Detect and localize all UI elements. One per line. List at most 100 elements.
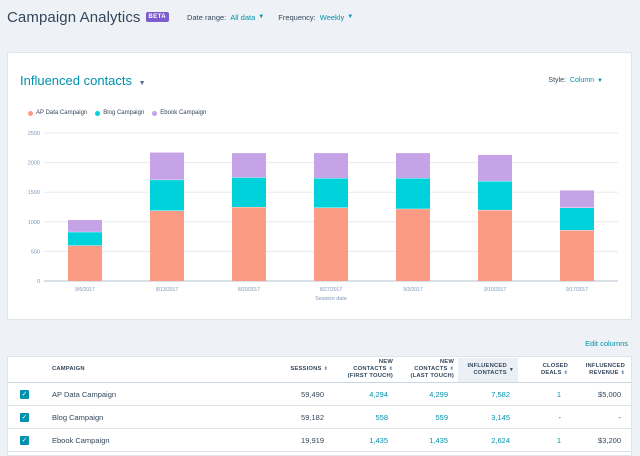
new-last-value[interactable]: 559 xyxy=(435,412,448,422)
sessions-value: 59,490 xyxy=(301,389,324,399)
col-header-new-last-2: CONTACTS xyxy=(414,366,448,372)
sort-icon: ⬍ xyxy=(323,366,328,372)
campaign-name[interactable]: Blog Campaign xyxy=(52,412,104,422)
edit-columns-link[interactable]: Edit columns xyxy=(585,339,628,348)
new-last-value[interactable]: 4,299 xyxy=(429,389,448,399)
stacked-column-chart: 0 500 1000 1500 2000 2500 8/6/2017 8/13/2017 8/2… xyxy=(28,131,618,302)
col-header-new-last[interactable]: NEW CONTACTS ⬍ (LAST TOUCH) xyxy=(398,359,454,380)
date-range-label: Date range: xyxy=(187,12,227,22)
report-title[interactable]: Influenced contacts ▼ xyxy=(20,73,146,88)
style-value[interactable]: Column xyxy=(569,77,595,84)
table-row[interactable]: ✓ AP Data Campaign 59,490 4,294 4,299 7,… xyxy=(8,383,631,406)
x-axis-label: Session date xyxy=(315,296,347,302)
table-header-row: CAMPAIGN SESSIONS ⬍ NEW CONTACTS ⬍ (FIRST … xyxy=(8,357,631,383)
frequency-filter[interactable]: Frequency: Weekly ▼ xyxy=(278,13,353,22)
chevron-down-icon[interactable]: ▼ xyxy=(258,14,265,20)
closed-value[interactable]: 1 xyxy=(556,389,561,399)
bar-ebook xyxy=(396,153,430,178)
report-title-text[interactable]: Influenced contacts xyxy=(20,73,133,88)
frequency-value[interactable]: Weekly xyxy=(319,12,345,22)
campaign-name[interactable]: Ebook Campaign xyxy=(52,435,110,445)
bar-ap xyxy=(314,207,348,281)
chart-card: Influenced contacts ▼ Style: Column ▼ AP… xyxy=(7,52,632,320)
bar-ebook xyxy=(150,152,184,180)
row-checkbox[interactable]: ✓ xyxy=(20,435,29,445)
col-header-influenced-2: CONTACTS xyxy=(473,370,507,376)
bar-blog xyxy=(396,177,430,209)
col-header-new-first-3: (FIRST TOUCH) xyxy=(347,373,393,379)
legend-item-ap[interactable]: AP Data Campaign xyxy=(28,110,87,116)
influenced-value[interactable]: 3,145 xyxy=(491,412,510,422)
frequency-label: Frequency: xyxy=(278,12,316,22)
revenue-value: $3,200 xyxy=(598,435,621,445)
bar-blog xyxy=(68,231,102,246)
col-header-new-first[interactable]: NEW CONTACTS ⬍ (FIRST TOUCH) xyxy=(333,359,393,380)
col-header-sessions-text: SESSIONS xyxy=(290,366,322,372)
sort-icon: ⬍ xyxy=(449,366,454,372)
bar-ap xyxy=(150,210,184,281)
bar-blog xyxy=(232,177,266,207)
col-header-revenue[interactable]: INFLUENCED REVENUE ⬍ xyxy=(573,363,625,377)
influenced-value[interactable]: 7,582 xyxy=(491,389,510,399)
style-selector[interactable]: Style: Column ▼ xyxy=(548,77,603,84)
new-last-value[interactable]: 1,435 xyxy=(429,435,448,445)
campaign-table: CAMPAIGN SESSIONS ⬍ NEW CONTACTS ⬍ (FIRST … xyxy=(7,356,632,456)
bar-ap xyxy=(68,245,102,281)
legend-item-ebook[interactable]: Ebook Campaign xyxy=(152,110,206,116)
top-bar: Campaign Analytics BETA Date range: All … xyxy=(0,0,640,34)
closed-value[interactable]: 1 xyxy=(556,435,561,445)
col-header-new-first-1: NEW xyxy=(378,359,393,365)
y-tick-label: 2500 xyxy=(28,131,40,137)
date-range-value[interactable]: All data xyxy=(230,12,256,22)
revenue-value: - xyxy=(618,412,622,422)
new-first-value[interactable]: 1,435 xyxy=(369,435,388,445)
x-tick-label: 8/20/2017 xyxy=(238,287,260,293)
table-row[interactable]: ✓ Blog Campaign 59,182 558 559 3,145 - - xyxy=(8,406,631,429)
sessions-value: 19,919 xyxy=(301,435,324,445)
col-header-closed[interactable]: CLOSED DEALS ⬍ xyxy=(526,363,568,377)
chart-legend: AP Data Campaign Blog Campaign Ebook Cam… xyxy=(28,110,214,116)
col-header-sessions[interactable]: SESSIONS ⬍ xyxy=(278,366,328,373)
sort-icon: ⬍ xyxy=(388,366,393,372)
col-header-closed-1: CLOSED xyxy=(542,362,568,369)
campaign-name[interactable]: AP Data Campaign xyxy=(52,389,117,399)
chevron-down-icon[interactable]: ▼ xyxy=(138,80,146,87)
col-header-new-last-1: NEW xyxy=(439,359,454,365)
app-title: Campaign Analytics xyxy=(7,8,141,26)
sort-icon: ⬍ xyxy=(620,369,625,376)
col-header-influenced-1: INFLUENCED xyxy=(467,363,507,369)
legend-label-ebook: Ebook Campaign xyxy=(160,110,207,116)
date-range-filter[interactable]: Date range: All data ▼ xyxy=(187,13,264,22)
sort-icon: ⬍ xyxy=(563,369,568,376)
sessions-value: 59,182 xyxy=(301,412,324,422)
row-checkbox[interactable]: ✓ xyxy=(20,389,29,399)
style-label: Style: xyxy=(548,77,566,84)
table-row[interactable]: ✓ Ebook Campaign 19,919 1,435 1,435 2,62… xyxy=(8,429,631,452)
bar-ebook xyxy=(232,153,266,178)
bar-ap xyxy=(396,208,430,281)
legend-label-ap: AP Data Campaign xyxy=(36,110,88,116)
x-tick-label: 8/6/2017 xyxy=(75,287,95,293)
influenced-value[interactable]: 2,624 xyxy=(491,435,510,445)
y-tick-label: 2000 xyxy=(28,161,40,167)
legend-swatch-blog xyxy=(95,110,101,116)
sort-desc-icon: ▼ xyxy=(508,366,514,373)
legend-item-blog[interactable]: Blog Campaign xyxy=(95,110,144,116)
bar-ap xyxy=(232,207,266,281)
bar-ebook xyxy=(314,153,348,178)
y-tick-label: 500 xyxy=(31,249,40,255)
row-checkbox[interactable]: ✓ xyxy=(20,412,29,422)
y-tick-label: 0 xyxy=(37,279,40,285)
chevron-down-icon[interactable]: ▼ xyxy=(597,77,603,84)
new-first-value[interactable]: 4,294 xyxy=(369,389,388,399)
chevron-down-icon[interactable]: ▼ xyxy=(347,14,354,20)
bar-blog xyxy=(560,207,594,231)
bar-ebook xyxy=(478,154,512,181)
new-first-value[interactable]: 558 xyxy=(375,412,388,422)
bar-blog xyxy=(478,180,512,210)
bar-ap xyxy=(560,230,594,281)
col-header-influenced[interactable]: INFLUENCED CONTACTS ▼ xyxy=(458,358,518,382)
col-header-campaign[interactable]: CAMPAIGN xyxy=(52,366,85,372)
x-tick-label: 8/27/2017 xyxy=(320,287,342,293)
revenue-value: $5,000 xyxy=(598,389,621,399)
